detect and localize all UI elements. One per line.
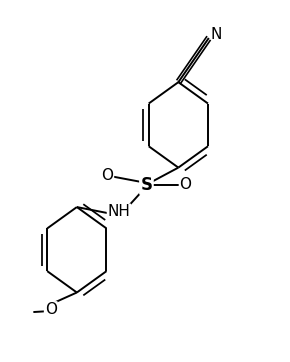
Text: NH: NH — [108, 204, 130, 219]
Text: O: O — [180, 177, 192, 192]
Text: N: N — [210, 27, 222, 42]
Text: O: O — [45, 302, 57, 317]
Text: S: S — [140, 176, 153, 194]
Text: O: O — [101, 168, 113, 183]
